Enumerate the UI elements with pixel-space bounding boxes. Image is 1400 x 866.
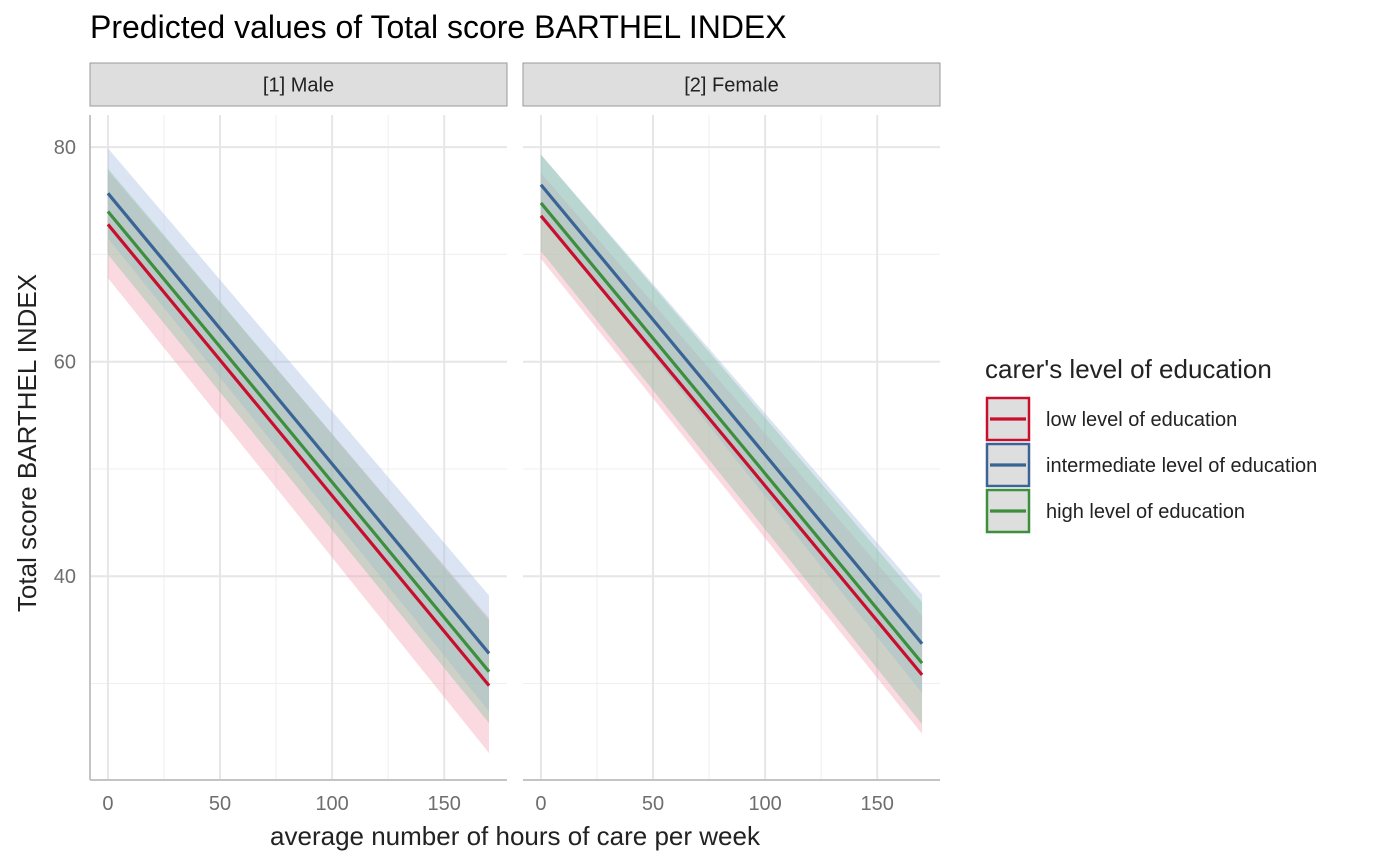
confidence-band (540, 154, 923, 725)
legend-title: carer's level of education (985, 354, 1272, 384)
x-tick-label: 0 (102, 793, 113, 815)
legend-label: low level of education (1046, 409, 1237, 431)
series-line (539, 214, 924, 676)
x-tick-label: 150 (861, 793, 894, 815)
confidence-band (107, 170, 490, 754)
x-axis-title: average number of hours of care per week (270, 821, 761, 851)
confidence-band (540, 172, 923, 734)
facet-strip (522, 62, 941, 107)
y-tick-label: 80 (54, 137, 76, 159)
y-axis-title: Total score BARTHEL INDEX (12, 274, 42, 612)
facet-strip-label: [1] Male (263, 75, 334, 97)
x-tick-label: 0 (535, 793, 546, 815)
legend-items: low level of education intermediate level… (985, 396, 1317, 534)
legend: carer's level of education low level of … (985, 354, 1317, 534)
x-tick-label: 50 (209, 793, 231, 815)
facet-strip-label: [2] Female (684, 75, 778, 97)
series-line (106, 192, 491, 655)
facet-panels: [1] Male 40 60 80 0 50 100 150 [2] Female 0 50 100 1… (54, 62, 941, 815)
legend-label: intermediate level of education (1046, 455, 1317, 477)
y-tick-label: 40 (54, 566, 76, 588)
x-tick-label: 100 (748, 793, 781, 815)
confidence-band (107, 168, 490, 724)
x-tick-label: 150 (428, 793, 461, 815)
series-line (539, 201, 924, 665)
facet-panel: [2] Female 0 50 100 150 (522, 62, 941, 815)
x-tick-label: 100 (315, 793, 348, 815)
legend-label: high level of education (1046, 501, 1245, 523)
facet-strip (89, 62, 508, 107)
facet-panel: [1] Male 40 60 80 0 50 100 150 (54, 62, 508, 815)
series-line (539, 183, 924, 645)
chart-title: Predicted values of Total score BARTHEL … (90, 9, 787, 45)
y-tick-label: 60 (54, 352, 76, 374)
series-line (106, 223, 491, 687)
series-line (106, 210, 491, 673)
x-tick-label: 50 (642, 793, 664, 815)
